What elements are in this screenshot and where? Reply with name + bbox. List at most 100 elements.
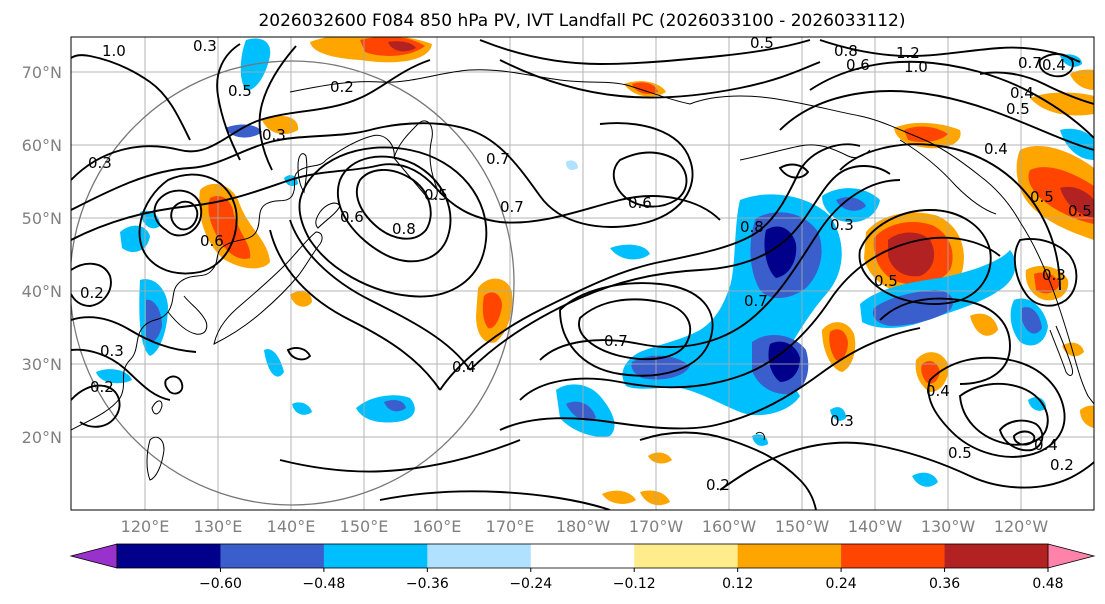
contour-line bbox=[170, 200, 199, 231]
longitude-labels: 120°E 130°E 140°E 150°E 160°E 170°E 180°… bbox=[121, 517, 1049, 536]
coast-korea bbox=[167, 295, 208, 335]
coast-east-asia bbox=[71, 159, 327, 431]
colorbar-bin bbox=[841, 544, 946, 568]
colorbar-bin bbox=[220, 544, 325, 568]
shade-negative-alaska-gulf-core bbox=[836, 197, 866, 211]
colorbar-tick-label: −0.24 bbox=[509, 576, 552, 592]
shade-negative-california-core bbox=[1022, 307, 1042, 334]
contour-line bbox=[355, 169, 432, 240]
landfall-region-circle bbox=[71, 60, 515, 506]
contour-label: 0.5 bbox=[424, 186, 448, 204]
contour-line bbox=[71, 122, 694, 228]
contour-label: 0.4 bbox=[452, 358, 476, 376]
coast-hawaii bbox=[755, 431, 765, 441]
contour-label: 0.5 bbox=[948, 444, 972, 462]
contour-line bbox=[779, 90, 1094, 151]
lon-tick: 130°W bbox=[921, 517, 976, 536]
contour-label: 0.6 bbox=[200, 232, 224, 250]
contour-line bbox=[337, 155, 452, 263]
shade-negative-tropics-4 bbox=[1028, 397, 1046, 411]
contour-label: 1.0 bbox=[904, 58, 928, 76]
contour-line bbox=[469, 165, 891, 371]
contour-line bbox=[298, 146, 488, 298]
lat-tick: 20°N bbox=[22, 428, 62, 447]
contour-line bbox=[138, 173, 238, 275]
contour-line bbox=[819, 39, 1081, 63]
shade-negative-okhotsk bbox=[225, 124, 262, 138]
contour-label: 0.6 bbox=[340, 208, 364, 226]
contour-line bbox=[839, 143, 1061, 291]
contour-line bbox=[612, 151, 688, 208]
lon-tick: 150°W bbox=[775, 517, 830, 536]
shade-negative-tropics-2 bbox=[912, 472, 938, 487]
coast-hokkaido bbox=[315, 202, 341, 229]
contour-label: 0.2 bbox=[706, 476, 730, 494]
colorbar-tick-label: −0.12 bbox=[613, 576, 656, 592]
lon-tick: 130°E bbox=[194, 517, 243, 536]
lon-tick: 120°E bbox=[121, 517, 170, 536]
shade-negative-mongolia bbox=[120, 225, 150, 252]
contour-label: 0.3 bbox=[262, 126, 286, 144]
shade-positive-okhotsk bbox=[262, 115, 299, 135]
colorbar-tick-label: −0.60 bbox=[199, 576, 242, 592]
contour-label: 1.2 bbox=[896, 44, 920, 62]
contour-label: 0.7 bbox=[744, 292, 768, 310]
contour-line bbox=[258, 45, 297, 171]
coast-sakhalin bbox=[297, 153, 308, 194]
colorbar-bin bbox=[323, 544, 428, 568]
colorbar-bin bbox=[634, 544, 739, 568]
contour-label: 0.7 bbox=[500, 198, 524, 216]
contour-line bbox=[858, 209, 992, 305]
contour-line bbox=[439, 143, 861, 391]
colorbar-tick-label: 0.48 bbox=[1032, 576, 1063, 592]
map-gridlines bbox=[71, 37, 1094, 510]
contour-label: 0.6 bbox=[846, 56, 870, 74]
colorbar-lower-extension bbox=[69, 543, 118, 569]
contour-line bbox=[71, 384, 121, 428]
shade-positive-tropics-2 bbox=[640, 490, 670, 506]
contour-label: 0.2 bbox=[1050, 456, 1074, 474]
contour-line bbox=[809, 60, 1094, 139]
contour-label: 0.8 bbox=[392, 220, 416, 238]
contour-labels: 1.0 0.3 0.5 0.2 0.3 0.6 0.3 0.2 0.3 0.2 … bbox=[80, 37, 1092, 494]
contour-label: 0.2 bbox=[330, 78, 354, 96]
shade-positive-gulf-of-alaska-max bbox=[888, 232, 935, 277]
latitude-labels: 70°N 60°N 50°N 40°N 30°N 20°N bbox=[22, 63, 62, 447]
lon-tick: 160°W bbox=[702, 517, 757, 536]
contour-label: 0.3 bbox=[193, 37, 217, 55]
coast-baja bbox=[1049, 325, 1073, 376]
shaded-pv-field bbox=[96, 37, 1094, 506]
contour-label: 0.4 bbox=[1042, 56, 1066, 74]
contour-line bbox=[379, 490, 611, 510]
shade-negative-japan-south bbox=[264, 349, 284, 377]
lat-tick: 50°N bbox=[22, 209, 62, 228]
shade-negative-east-china bbox=[96, 369, 132, 384]
coast-north-america-west bbox=[1019, 221, 1094, 405]
shade-negative-hawaii-north-core bbox=[768, 341, 800, 382]
colorbar-upper-extension bbox=[1047, 543, 1096, 569]
shade-negative-tropics-1 bbox=[830, 407, 846, 421]
contour-label: 0.2 bbox=[80, 284, 104, 302]
colorbar-tick-label: −0.36 bbox=[406, 576, 449, 592]
lon-tick: 140°E bbox=[267, 517, 316, 536]
shade-positive-tropics-4 bbox=[1080, 405, 1094, 428]
colorbar-tick-label: 0.12 bbox=[722, 576, 753, 592]
coast-taiwan bbox=[151, 400, 163, 415]
shade-positive-mexico bbox=[970, 313, 998, 336]
contour-line bbox=[279, 439, 521, 473]
contour-line bbox=[216, 43, 241, 161]
lat-tick: 30°N bbox=[22, 355, 62, 374]
lon-tick: 150°E bbox=[340, 517, 389, 536]
contour-label: 0.3 bbox=[830, 216, 854, 234]
shade-positive-central-north-pacific-core bbox=[482, 292, 502, 329]
contour-label: 0.3 bbox=[88, 154, 112, 172]
contour-line bbox=[499, 59, 821, 99]
colorbar-bin bbox=[944, 544, 1049, 568]
coast-philippines bbox=[146, 436, 165, 481]
contour-label: 0.5 bbox=[1006, 100, 1030, 118]
contour-label: 0.3 bbox=[1042, 266, 1066, 284]
shade-negative-arctic-east bbox=[1060, 54, 1082, 67]
contour-line bbox=[164, 375, 184, 395]
contours bbox=[71, 39, 1094, 510]
